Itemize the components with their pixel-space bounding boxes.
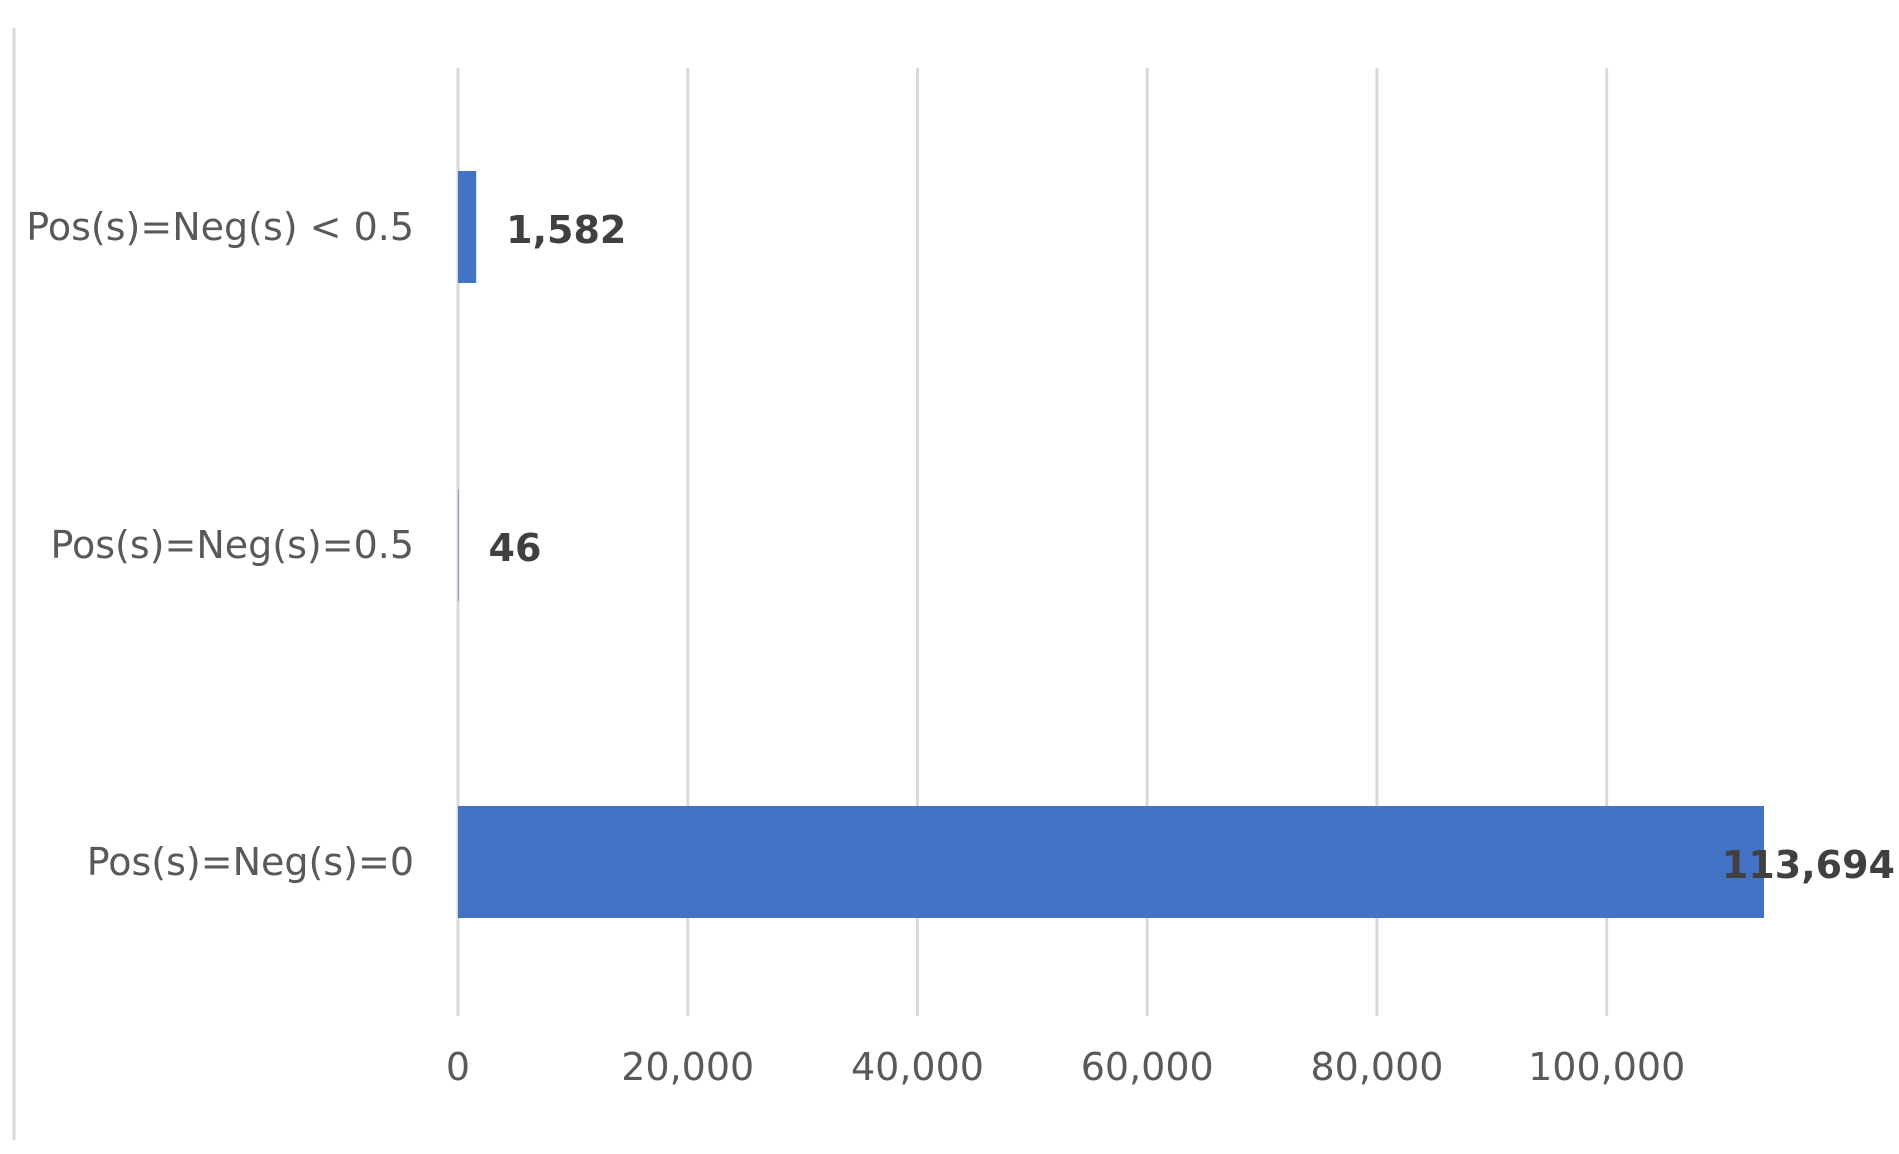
category-labels: Pos(s)=Neg(s) < 0.5 Pos(s)=Neg(s)=0.5 Pos(… <box>26 205 414 884</box>
bar-1 <box>458 489 459 601</box>
bar-2 <box>458 806 1764 918</box>
bars <box>458 171 1764 918</box>
category-label-1: Pos(s)=Neg(s)=0.5 <box>50 523 414 567</box>
data-label-2: 113,694 <box>1722 843 1895 887</box>
data-label-1: 46 <box>489 526 542 570</box>
category-label-0: Pos(s)=Neg(s) < 0.5 <box>26 205 414 249</box>
bar-0 <box>458 171 477 283</box>
category-label-2: Pos(s)=Neg(s)=0 <box>87 840 414 884</box>
x-tick-label-5: 100,000 <box>1528 1045 1685 1089</box>
x-tick-label-0: 0 <box>446 1045 470 1089</box>
x-tick-label-2: 40,000 <box>851 1045 984 1089</box>
x-tick-label-1: 20,000 <box>621 1045 754 1089</box>
x-tick-label-4: 80,000 <box>1310 1045 1443 1089</box>
data-labels: 1,582 46 113,694 <box>489 208 1895 887</box>
data-label-0: 1,582 <box>506 208 626 252</box>
x-tick-label-3: 60,000 <box>1081 1045 1214 1089</box>
x-axis-tick-labels: 0 20,000 40,000 60,000 80,000 100,000 <box>446 1045 1685 1089</box>
